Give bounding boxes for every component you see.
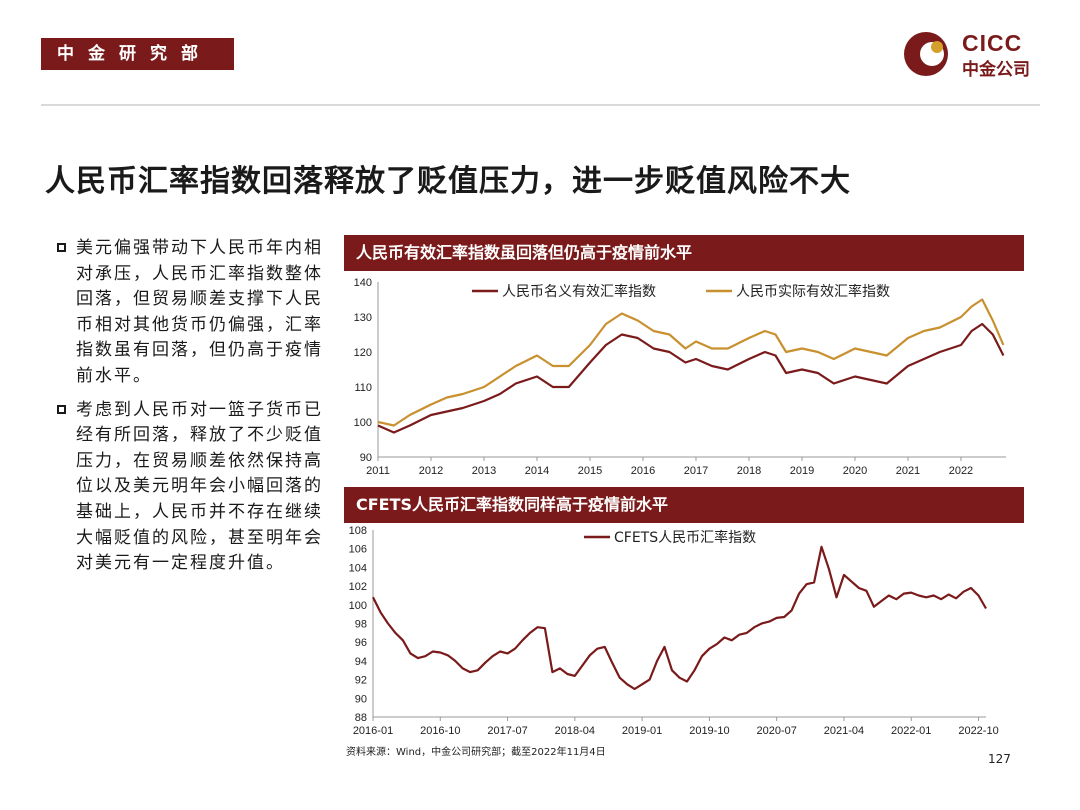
y-tick-label: 96 — [355, 637, 367, 649]
logo-text-en: CICC — [962, 30, 1023, 56]
bullet-list: 美元偏强带动下人民币年内相对承压，人民币汇率指数整体回落，但贸易顺差支撑下人民币… — [56, 236, 338, 585]
logo-text-zh: 中金公司 — [962, 60, 1030, 80]
legend-label: 人民币实际有效汇率指数 — [736, 283, 890, 300]
cicc-logo-mark-icon — [904, 32, 948, 76]
x-tick-label: 2021-04 — [824, 725, 864, 737]
x-tick-label: 2022 — [949, 465, 973, 477]
x-tick-label: 2016 — [631, 465, 655, 477]
x-tick-label: 2019-10 — [689, 725, 729, 737]
bullet-text: 美元偏强带动下人民币年内相对承压，人民币汇率指数整体回落，但贸易顺差支撑下人民币… — [76, 238, 323, 386]
x-tick-label: 2012 — [419, 465, 443, 477]
y-tick-label: 90 — [360, 452, 372, 464]
y-tick-label: 100 — [349, 600, 367, 612]
y-tick-label: 130 — [354, 312, 372, 324]
y-tick-label: 94 — [355, 656, 367, 668]
y-tick-label: 90 — [355, 693, 367, 705]
x-tick-label: 2014 — [525, 465, 549, 477]
slide-title: 人民币汇率指数回落释放了贬值压力，进一步贬值风险不大 — [45, 164, 851, 199]
x-tick-label: 2013 — [472, 465, 496, 477]
x-tick-label: 2016-01 — [353, 725, 393, 737]
y-tick-label: 98 — [355, 619, 367, 631]
cicc-logo: CICC 中金公司 — [902, 28, 1042, 80]
y-tick-label: 92 — [355, 675, 367, 687]
department-badge: 中金研究部 — [41, 38, 234, 70]
source-note: 资料来源：Wind，中金公司研究部；截至2022年11月4日 — [346, 747, 606, 758]
y-tick-label: 108 — [349, 525, 367, 537]
legend-label: 人民币名义有效汇率指数 — [502, 283, 656, 300]
header-divider — [41, 104, 1040, 106]
series-line-1 — [377, 322, 1005, 434]
y-tick-label: 102 — [349, 581, 367, 593]
x-tick-label: 2011 — [366, 465, 390, 477]
x-tick-label: 2020 — [843, 465, 867, 477]
y-tick-label: 104 — [349, 562, 367, 574]
x-tick-label: 2021 — [896, 465, 920, 477]
bullet-item: 考虑到人民币对一篮子货币已经有所回落，释放了不少贬值压力，在贸易顺差依然保持高位… — [56, 398, 338, 577]
bullet-text: 考虑到人民币对一篮子货币已经有所回落，释放了不少贬值压力，在贸易顺差依然保持高位… — [76, 399, 323, 574]
y-tick-label: 88 — [355, 712, 367, 724]
bullet-item: 美元偏强带动下人民币年内相对承压，人民币汇率指数整体回落，但贸易顺差支撑下人民币… — [56, 236, 338, 390]
x-tick-label: 2017-07 — [487, 725, 527, 737]
x-tick-label: 2017 — [684, 465, 708, 477]
y-tick-label: 106 — [349, 544, 367, 556]
square-bullet-icon — [57, 404, 66, 414]
x-tick-label: 2022-10 — [958, 725, 998, 737]
y-tick-label: 140 — [354, 277, 372, 289]
y-tick-label: 120 — [354, 347, 372, 359]
chart1-title: 人民币有效汇率指数虽回落但仍高于疫情前水平 — [344, 235, 1024, 271]
series-line-1 — [372, 545, 987, 691]
x-tick-label: 2022-01 — [891, 725, 931, 737]
series-line-2 — [377, 298, 1005, 427]
square-bullet-icon — [57, 243, 66, 252]
x-tick-label: 2018 — [737, 465, 761, 477]
x-tick-label: 2019 — [790, 465, 814, 477]
y-tick-label: 110 — [354, 382, 372, 394]
x-tick-label: 2018-04 — [555, 725, 595, 737]
page-number: 127 — [988, 752, 1011, 766]
x-tick-label: 2019-01 — [622, 725, 662, 737]
x-tick-label: 2020-07 — [756, 725, 796, 737]
chart2-title: CFETS人民币汇率指数同样高于疫情前水平 — [344, 487, 1024, 523]
x-tick-label: 2016-10 — [420, 725, 460, 737]
y-tick-label: 100 — [354, 417, 372, 429]
x-tick-label: 2015 — [578, 465, 602, 477]
legend-label: CFETS人民币汇率指数 — [614, 529, 756, 546]
